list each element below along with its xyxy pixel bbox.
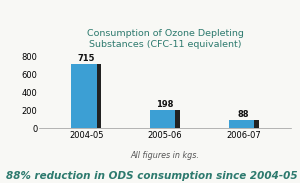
- Bar: [97, 64, 101, 128]
- Bar: [71, 64, 101, 128]
- Bar: [229, 120, 259, 128]
- Bar: [176, 110, 180, 128]
- Text: 715: 715: [77, 54, 95, 63]
- Text: 88: 88: [238, 110, 250, 119]
- Bar: [150, 110, 180, 128]
- Title: Consumption of Ozone Depleting
Substances (CFC-11 equivalent): Consumption of Ozone Depleting Substance…: [87, 29, 243, 49]
- Bar: [254, 120, 259, 128]
- Text: 88% reduction in ODS consumption since 2004-05: 88% reduction in ODS consumption since 2…: [6, 171, 298, 181]
- Text: All figures in kgs.: All figures in kgs.: [130, 151, 200, 160]
- Text: 198: 198: [156, 100, 174, 109]
